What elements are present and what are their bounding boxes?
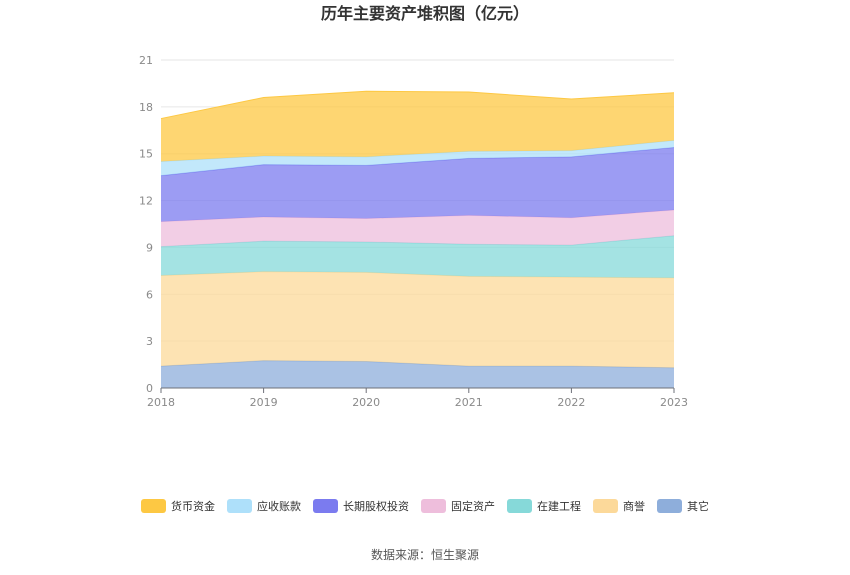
y-tick-label: 9	[146, 241, 153, 254]
legend-label[interactable]: 长期股权投资	[343, 499, 409, 513]
legend-swatch[interactable]	[313, 499, 338, 513]
legend-label[interactable]: 固定资产	[451, 499, 495, 513]
legend-label[interactable]: 应收账款	[257, 499, 301, 513]
legend-swatch[interactable]	[593, 499, 618, 513]
x-tick-label: 2018	[147, 396, 175, 409]
area-series-5	[161, 147, 674, 222]
x-tick-label: 2019	[250, 396, 278, 409]
area-series-6	[161, 140, 674, 176]
axes: 0 3 6 9 12 15 18 21 2018 2019 2020 2021 2022 2023	[139, 54, 688, 409]
y-tick-label: 15	[139, 148, 153, 161]
y-tick-label: 6	[146, 288, 153, 301]
area-series-line-3	[160, 235, 675, 248]
y-tick-label: 3	[146, 335, 153, 348]
legend-swatch[interactable]	[227, 499, 252, 513]
area-series-2	[161, 271, 674, 368]
source-note: 数据来源：恒生聚源	[371, 547, 479, 562]
legend-label[interactable]: 其它	[687, 499, 709, 513]
area-series-3	[161, 235, 674, 278]
chart-title: 历年主要资产堆积图（亿元）	[321, 4, 529, 23]
legend-swatch[interactable]	[657, 499, 682, 513]
x-tick-label: 2021	[455, 396, 483, 409]
legend-swatch[interactable]	[421, 499, 446, 513]
legend: 货币资金 应收账款 长期股权投资 固定资产 在建工程 商誉 其它	[141, 499, 709, 513]
area-series-7	[161, 91, 674, 162]
legend-label[interactable]: 货币资金	[171, 499, 215, 513]
legend-swatch[interactable]	[507, 499, 532, 513]
legend-label[interactable]: 商誉	[623, 499, 645, 513]
y-tick-label: 0	[146, 382, 153, 395]
legend-swatch[interactable]	[141, 499, 166, 513]
legend-label[interactable]: 在建工程	[537, 499, 581, 513]
y-tick-label: 18	[139, 101, 153, 114]
x-tick-label: 2022	[557, 396, 585, 409]
x-tick-label: 2020	[352, 396, 380, 409]
area-series-line-7	[160, 90, 675, 120]
y-tick-label: 21	[139, 54, 153, 67]
area-series-4	[161, 209, 674, 247]
y-tick-label: 12	[139, 195, 153, 208]
area-series-1	[161, 360, 674, 388]
x-tick-label: 2023	[660, 396, 688, 409]
area-series	[160, 90, 675, 388]
